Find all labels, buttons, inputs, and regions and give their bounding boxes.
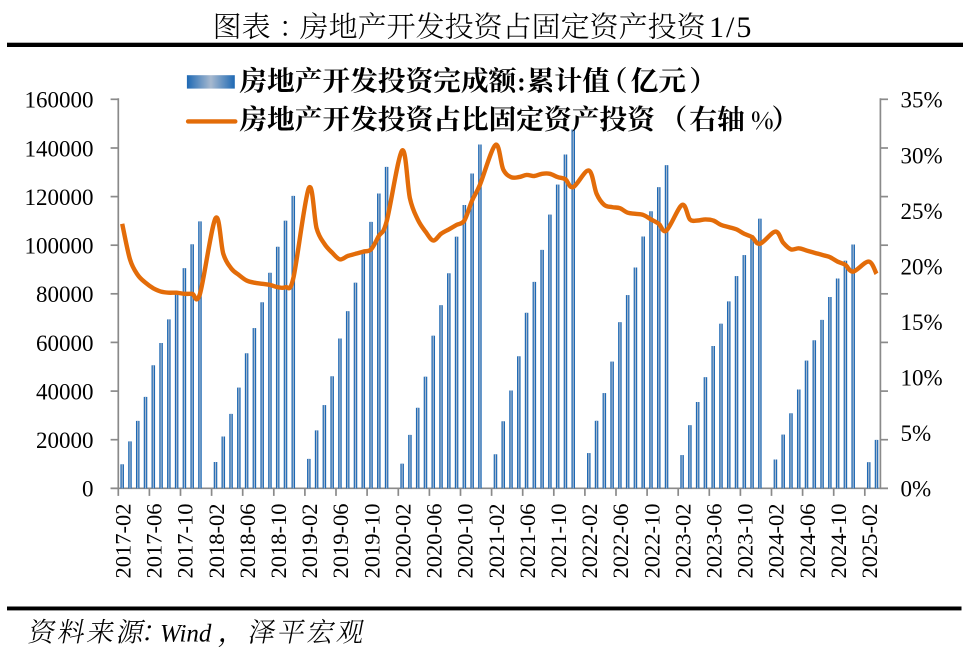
svg-text:2017-06: 2017-06 [142,504,167,579]
svg-text:2019-06: 2019-06 [328,504,353,579]
svg-text:100000: 100000 [25,234,94,259]
svg-text:2022-06: 2022-06 [608,504,633,579]
svg-text:40000: 40000 [36,380,94,405]
svg-text:2018-02: 2018-02 [204,504,229,579]
svg-text:2023-10: 2023-10 [733,504,758,579]
svg-text:2020-06: 2020-06 [422,504,447,579]
svg-text:2021-06: 2021-06 [515,504,540,579]
svg-text:0: 0 [82,477,94,502]
svg-text:2024-06: 2024-06 [795,504,820,579]
svg-text:2018-10: 2018-10 [266,504,291,579]
svg-text:35%: 35% [901,88,943,113]
svg-text:20%: 20% [901,254,943,279]
svg-text:2019-10: 2019-10 [359,504,384,579]
svg-text:160000: 160000 [25,88,94,113]
svg-text:2020-02: 2020-02 [390,504,415,579]
svg-text:2022-10: 2022-10 [639,504,664,579]
svg-text:30%: 30% [901,143,943,168]
svg-text:1/5: 1/5 [709,11,753,44]
svg-text:Wind: Wind [160,621,212,648]
svg-text:2024-10: 2024-10 [826,504,851,579]
svg-text:2017-02: 2017-02 [111,504,136,579]
svg-text:0%: 0% [901,477,932,502]
svg-text:80000: 80000 [36,282,94,307]
svg-text:60000: 60000 [36,331,94,356]
svg-text:15%: 15% [901,310,943,335]
svg-text:2019-02: 2019-02 [297,504,322,579]
svg-text:2021-10: 2021-10 [546,504,571,579]
svg-text:2022-02: 2022-02 [577,504,602,579]
svg-text:2020-10: 2020-10 [453,504,478,579]
svg-text:2024-02: 2024-02 [764,504,789,579]
svg-text:2023-02: 2023-02 [670,504,695,579]
svg-text:25%: 25% [901,199,943,224]
svg-text:5%: 5% [901,421,932,446]
svg-text::: : [517,68,526,97]
svg-text:2023-06: 2023-06 [702,504,727,579]
svg-text:140000: 140000 [25,136,94,161]
svg-text:20000: 20000 [36,428,94,453]
svg-text:2017-10: 2017-10 [173,504,198,579]
svg-text:2021-02: 2021-02 [484,504,509,579]
svg-text:2018-06: 2018-06 [235,504,260,579]
svg-text:2025-02: 2025-02 [857,504,882,579]
svg-text:10%: 10% [901,366,943,391]
svg-text:120000: 120000 [25,185,94,210]
